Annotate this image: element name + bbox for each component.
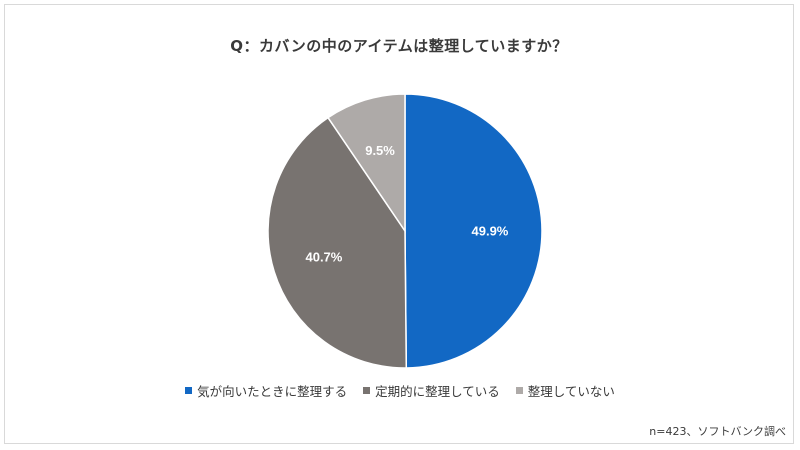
slice-data-label: 40.7% [305,249,342,264]
chart-title: Q：カバンの中のアイテムは整理していますか？ [230,37,568,55]
pie-slice-1 [404,93,543,369]
slice-data-label: 49.9% [472,224,509,239]
pie-slice-2 [267,116,408,369]
legend-label: 気が向いたときに整理する [197,384,348,399]
slice-data-label: 9.5% [365,143,395,158]
legend-swatch-2 [363,387,371,394]
legend-item: 定期的に整理している [363,381,500,400]
legend-swatch-3 [515,387,523,394]
chart-legend: 気が向いたときに整理する 定期的に整理している 整理していない [0,381,800,400]
legend-label: 整理していない [527,384,615,399]
legend-swatch-1 [185,387,193,394]
source-note: n=423、ソフトバンク調べ [649,425,786,438]
legend-label: 定期的に整理している [375,384,500,399]
legend-item: 気が向いたときに整理する [185,381,347,400]
legend-item: 整理していない [515,381,615,400]
pie-slice-3 [327,93,406,234]
